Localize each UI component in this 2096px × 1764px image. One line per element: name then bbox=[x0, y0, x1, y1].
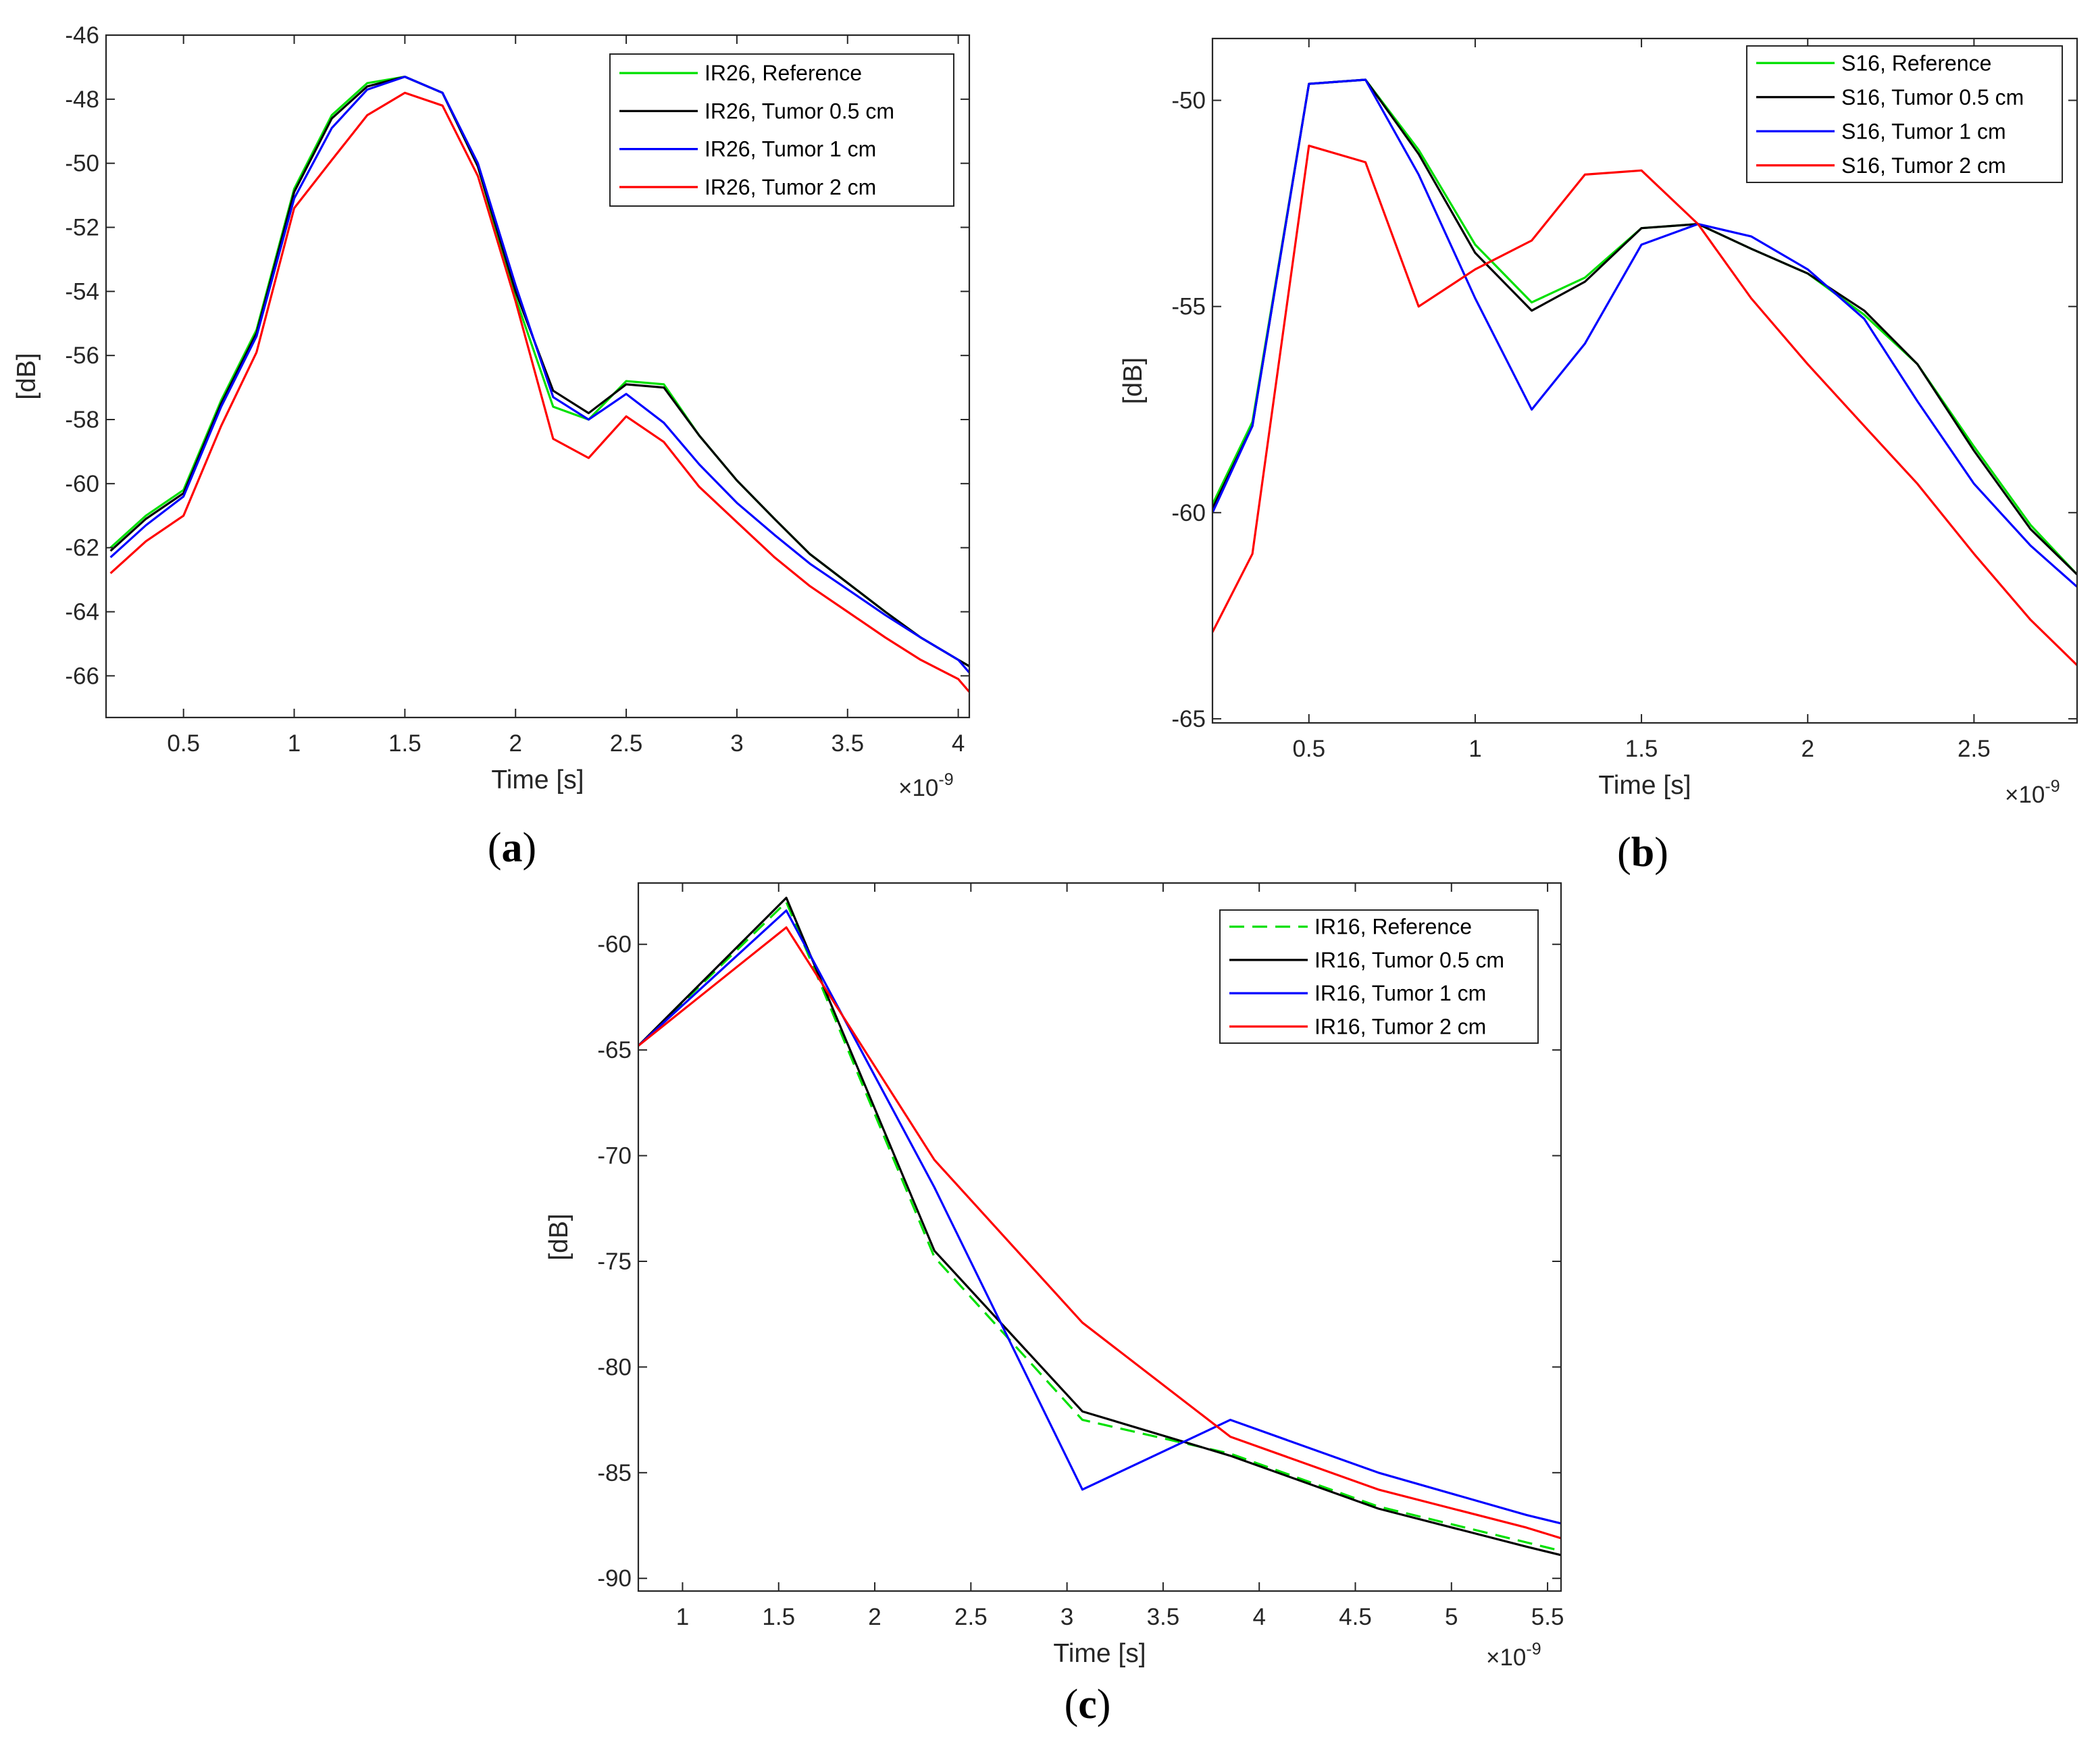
legend-label-ir16-tumor-0-5-cm: IR16, Tumor 0.5 cm bbox=[1314, 948, 1504, 972]
y-tick-label-c: -60 bbox=[597, 932, 632, 958]
legend-label-ir26-tumor-2-cm: IR26, Tumor 2 cm bbox=[705, 175, 876, 199]
x-tick-label-a: 1 bbox=[288, 730, 301, 757]
x-tick-label-c: 1 bbox=[676, 1604, 689, 1630]
x-tick-label-c: 2 bbox=[868, 1604, 881, 1630]
x-tick-label-c: 4.5 bbox=[1339, 1604, 1372, 1630]
series-line-ir26-tumor-1-cm bbox=[109, 75, 969, 674]
chart-panel-c: 1 1.5 2 2.5 3 3.5 4 4.5 5 5.5 -90 -85 -80 -75 -70 -65 -6… bbox=[544, 882, 1564, 1728]
series-line-s16-tumor-1-cm bbox=[1212, 78, 2077, 588]
y-tick-label-c: -90 bbox=[597, 1565, 632, 1592]
legend-label-ir26-tumor-1-cm: IR26, Tumor 1 cm bbox=[705, 137, 876, 161]
y-tick-label-c: -65 bbox=[597, 1037, 632, 1063]
y-tick-label-c: -70 bbox=[597, 1143, 632, 1169]
x-axis-label-c: Time [s] bbox=[1053, 1639, 1146, 1668]
x-exponent-label-b: ×10-9 bbox=[2005, 777, 2060, 808]
x-tick-label-a: 3.5 bbox=[831, 730, 864, 757]
y-tick-label-c: -75 bbox=[597, 1249, 632, 1275]
x-tick-label-c: 3.5 bbox=[1147, 1604, 1180, 1630]
y-axis-label-a: [dB] bbox=[12, 353, 41, 399]
legend-label-s16-reference: S16, Reference bbox=[1841, 51, 1991, 75]
x-tick-label-a: 0.5 bbox=[167, 730, 200, 757]
y-tick-label-c: -80 bbox=[597, 1354, 632, 1380]
legend-label-ir16-reference: IR16, Reference bbox=[1314, 915, 1472, 939]
series-line-ir16-reference bbox=[638, 901, 1561, 1553]
axes-box-b bbox=[1211, 37, 2078, 724]
x-tick-label-b: 1 bbox=[1468, 736, 1481, 762]
y-axis-label-b: [dB] bbox=[1119, 357, 1148, 404]
legend-label-s16-tumor-0-5-cm: S16, Tumor 0.5 cm bbox=[1841, 85, 2024, 109]
legend-label-s16-tumor-1-cm: S16, Tumor 1 cm bbox=[1841, 119, 2006, 143]
x-tick-label-c: 1.5 bbox=[762, 1604, 795, 1630]
axes-box-a bbox=[105, 34, 971, 719]
panel-label-b: (b) bbox=[1617, 830, 1668, 876]
legend-label-ir16-tumor-1-cm: IR16, Tumor 1 cm bbox=[1314, 981, 1486, 1005]
chart-panel-b: 0.5 1 1.5 2 2.5 -65 -60 -55 -50 Time [s] [dB] ×10-9… bbox=[1119, 37, 2078, 876]
x-exponent-label-a: ×10-9 bbox=[898, 770, 954, 801]
y-tick-label-a: -48 bbox=[65, 86, 99, 113]
axes-box-c bbox=[637, 882, 1562, 1592]
x-tick-label-b: 2 bbox=[1801, 736, 1814, 762]
x-tick-label-a: 4 bbox=[952, 730, 965, 757]
legend-label-s16-tumor-2-cm: S16, Tumor 2 cm bbox=[1841, 153, 2006, 178]
legend-a: IR26, Reference IR26, Tumor 0.5 cm IR26, T… bbox=[609, 53, 954, 207]
x-tick-label-c: 5.5 bbox=[1531, 1604, 1564, 1630]
y-tick-label-a: -50 bbox=[65, 151, 99, 177]
y-tick-label-b: -55 bbox=[1171, 294, 1206, 320]
x-tick-label-c: 2.5 bbox=[954, 1604, 988, 1630]
series-line-ir16-tumor-2-cm bbox=[638, 926, 1561, 1540]
legend-label-ir16-tumor-2-cm: IR16, Tumor 2 cm bbox=[1314, 1014, 1486, 1038]
x-tick-label-a: 2 bbox=[509, 730, 521, 757]
y-tick-label-a: -64 bbox=[65, 599, 99, 626]
y-tick-label-a: -60 bbox=[65, 471, 99, 497]
y-tick-label-c: -85 bbox=[597, 1460, 632, 1486]
x-tick-label-a: 1.5 bbox=[388, 730, 421, 757]
y-tick-label-a: -46 bbox=[65, 22, 99, 49]
x-tick-label-a: 2.5 bbox=[610, 730, 643, 757]
panel-label-c: (c) bbox=[1065, 1682, 1111, 1728]
legend-box-a bbox=[609, 53, 954, 207]
x-axis-label-b: Time [s] bbox=[1598, 771, 1691, 800]
y-tick-label-a: -56 bbox=[65, 343, 99, 369]
y-tick-label-b: -60 bbox=[1171, 500, 1206, 526]
panel-label-a: (a) bbox=[488, 825, 536, 871]
legend-b: S16, Reference S16, Tumor 0.5 cm S16, Tumo… bbox=[1746, 45, 2063, 183]
y-tick-label-a: -62 bbox=[65, 535, 99, 561]
y-tick-label-a: -52 bbox=[65, 215, 99, 241]
legend-box-b bbox=[1746, 45, 2063, 183]
x-exponent-label-c: ×10-9 bbox=[1486, 1640, 1541, 1671]
legend-box-c bbox=[1219, 909, 1539, 1044]
x-tick-label-c: 5 bbox=[1445, 1604, 1458, 1630]
legend-label-ir26-reference: IR26, Reference bbox=[705, 61, 862, 85]
x-axis-label-a: Time [s] bbox=[491, 765, 584, 795]
x-tick-label-c: 3 bbox=[1060, 1604, 1073, 1630]
series-line-ir26-tumor-2-cm bbox=[109, 91, 969, 693]
series-line-s16-tumor-2-cm bbox=[1212, 145, 2077, 666]
y-tick-label-a: -66 bbox=[65, 663, 99, 689]
x-tick-label-a: 3 bbox=[730, 730, 743, 757]
y-tick-label-b: -50 bbox=[1171, 88, 1206, 114]
y-tick-label-b: -65 bbox=[1171, 706, 1206, 732]
series-line-ir16-tumor-1-cm bbox=[638, 909, 1561, 1525]
y-tick-label-a: -58 bbox=[65, 407, 99, 433]
y-tick-label-a: -54 bbox=[65, 278, 99, 305]
x-tick-label-b: 2.5 bbox=[1958, 736, 1991, 762]
legend-c: IR16, Reference IR16, Tumor 0.5 cm IR16, T… bbox=[1219, 909, 1539, 1044]
x-tick-label-c: 4 bbox=[1252, 1604, 1265, 1630]
chart-panel-a: 0.5 1 1.5 2 2.5 3 3.5 4 -66 -64 -62 -60 -58 -56 -54 -52… bbox=[12, 22, 971, 871]
x-tick-label-b: 0.5 bbox=[1292, 736, 1325, 762]
legend-label-ir26-tumor-0-5-cm: IR26, Tumor 0.5 cm bbox=[705, 99, 894, 123]
y-axis-label-c: [dB] bbox=[544, 1213, 573, 1260]
x-tick-label-b: 1.5 bbox=[1625, 736, 1658, 762]
